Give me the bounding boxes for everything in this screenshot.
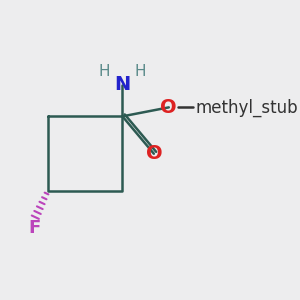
Text: H: H (99, 64, 110, 79)
Text: O: O (160, 98, 177, 117)
Text: F: F (28, 219, 40, 237)
Text: N: N (114, 75, 130, 94)
Text: O: O (146, 144, 162, 163)
Text: methyl_stub: methyl_stub (196, 98, 298, 116)
Text: H: H (135, 64, 146, 79)
